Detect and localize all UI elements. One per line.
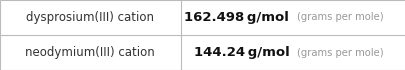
Text: (grams per mole): (grams per mole): [296, 48, 383, 57]
Text: dysprosium(III) cation: dysprosium(III) cation: [26, 11, 154, 24]
Text: 144.24 g/mol: 144.24 g/mol: [193, 46, 288, 59]
Text: 162.498 g/mol: 162.498 g/mol: [184, 11, 288, 24]
Text: neodymium(III) cation: neodymium(III) cation: [26, 46, 155, 59]
Text: (grams per mole): (grams per mole): [296, 13, 383, 22]
